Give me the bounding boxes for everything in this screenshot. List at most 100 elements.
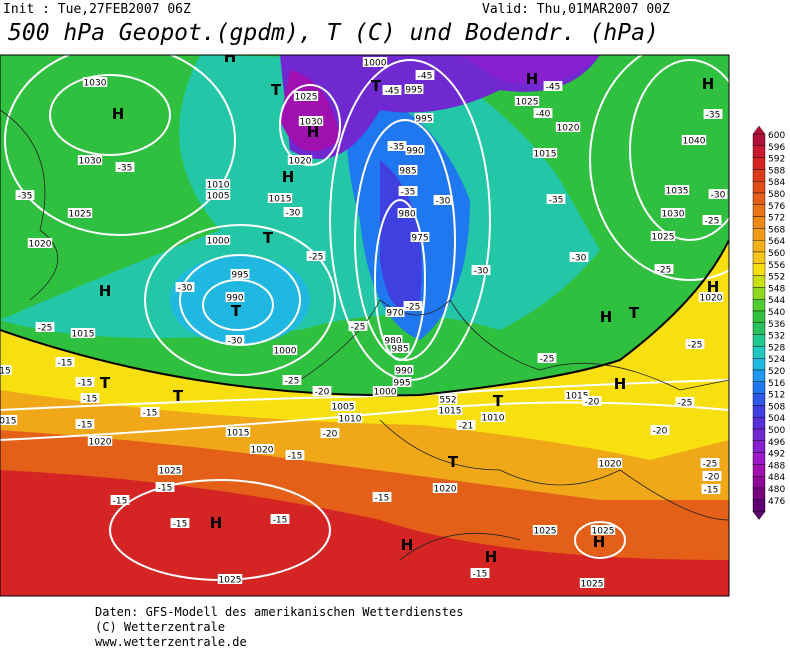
colorbar-label: 556 (768, 261, 785, 271)
colorbar-swatch (752, 228, 766, 241)
contour-label: 1025 (652, 233, 675, 243)
colorbar-label: 592 (768, 155, 785, 165)
colorbar-swatch (752, 369, 766, 383)
label-box (35, 322, 55, 332)
contour-label: -15 (473, 570, 488, 580)
contour-label: -30 (286, 209, 301, 219)
colorbar-swatch (752, 346, 766, 359)
contour-label: -35 (18, 192, 33, 202)
label-box (387, 141, 407, 151)
contour-label: -30 (711, 191, 726, 201)
colorbar-label: 500 (768, 426, 785, 436)
label-box (270, 514, 290, 524)
label-box (225, 427, 251, 437)
contour-label: -15 (704, 486, 719, 496)
contour-label: 1000 (374, 388, 397, 398)
label-box (298, 116, 324, 126)
label-box (590, 525, 616, 535)
pressure-center: H (99, 282, 112, 300)
colorbar-label: 528 (768, 343, 785, 353)
label-box (337, 413, 363, 423)
colorbar-label: 584 (768, 178, 785, 188)
colorbar-swatch (752, 204, 766, 217)
footer-line: (C) Wetterzentrale (95, 620, 225, 634)
contour-label: -25 (705, 217, 720, 227)
contour-label: -20 (585, 398, 600, 408)
pressure-center: H (401, 536, 414, 554)
colorbar-swatch (752, 192, 766, 206)
label-box (438, 394, 458, 404)
label-box (110, 495, 130, 505)
colorbar-swatch (752, 299, 766, 312)
contour-label: -15 (83, 395, 98, 405)
contour-label: 995 (231, 271, 248, 281)
colorbar-swatch (752, 476, 766, 489)
label-box (249, 444, 275, 454)
contour-label: -20 (705, 473, 720, 483)
label-box (267, 193, 293, 203)
pressure-center: T (629, 304, 640, 322)
contour-label: -20 (315, 388, 330, 398)
contour-label: 1015 (269, 195, 292, 205)
pressure-center: H (282, 168, 295, 186)
map-frame (0, 54, 730, 597)
contour-label: 975 (411, 234, 428, 244)
colorbar-swatch (752, 487, 766, 501)
colorbar-label: 504 (768, 414, 785, 424)
pressure-center: T (100, 374, 111, 392)
contour-label: 1015 (439, 407, 462, 417)
colorbar-label: 492 (768, 450, 785, 460)
label-box (272, 345, 298, 355)
contour-label: -35 (390, 143, 405, 153)
colorbar-swatch (752, 393, 766, 406)
label-box (701, 484, 721, 494)
contour-label: 985 (399, 167, 416, 177)
colorbar-label: 564 (768, 237, 785, 247)
contour-label: 1025 (295, 93, 318, 103)
label-box (660, 208, 686, 218)
contour-label: -25 (406, 303, 421, 313)
label-box (55, 357, 75, 367)
contour-label: 985 (391, 345, 408, 355)
contour-label: -15 (143, 409, 158, 419)
label-box (175, 282, 195, 292)
pressure-center: H (210, 514, 223, 532)
contour-label: 1025 (516, 98, 539, 108)
label-box (437, 405, 463, 415)
label-box (383, 335, 403, 345)
contour-label: 1030 (79, 157, 102, 167)
pressure-center: T (371, 77, 382, 95)
label-box (155, 482, 175, 492)
pressure-center: H (307, 123, 320, 141)
colorbar-label: 480 (768, 485, 785, 495)
contour-label: -30 (572, 254, 587, 264)
label-box (75, 377, 95, 387)
label-box (205, 179, 231, 189)
label-box (77, 155, 103, 165)
colorbar-label: 516 (768, 379, 785, 389)
contour-label: -15 (273, 516, 288, 526)
contour-label: -30 (178, 284, 193, 294)
label-box (405, 145, 425, 155)
label-box (362, 57, 388, 67)
colorbar-swatch (752, 452, 766, 465)
pressure-center: T (493, 392, 504, 410)
contour-label: 1025 (592, 527, 615, 537)
contour-label: 970 (386, 309, 403, 319)
colorbar-label: 544 (768, 296, 785, 306)
label-box (685, 339, 705, 349)
pressure-center: T (231, 302, 242, 320)
label-box (170, 518, 190, 528)
contour-label: 1030 (300, 118, 323, 128)
label-box (75, 419, 95, 429)
label-box (348, 321, 368, 331)
colorbar-label: 588 (768, 166, 785, 176)
contour-label: -30 (228, 337, 243, 347)
label-box (0, 415, 18, 425)
colorbar-swatch (752, 133, 766, 147)
footer-line: Daten: GFS-Modell des amerikanischen Wet… (95, 605, 463, 619)
colorbar-label: 532 (768, 332, 785, 342)
contour-label: -25 (703, 460, 718, 470)
footer-line: www.wetterzentrale.de (95, 635, 247, 648)
